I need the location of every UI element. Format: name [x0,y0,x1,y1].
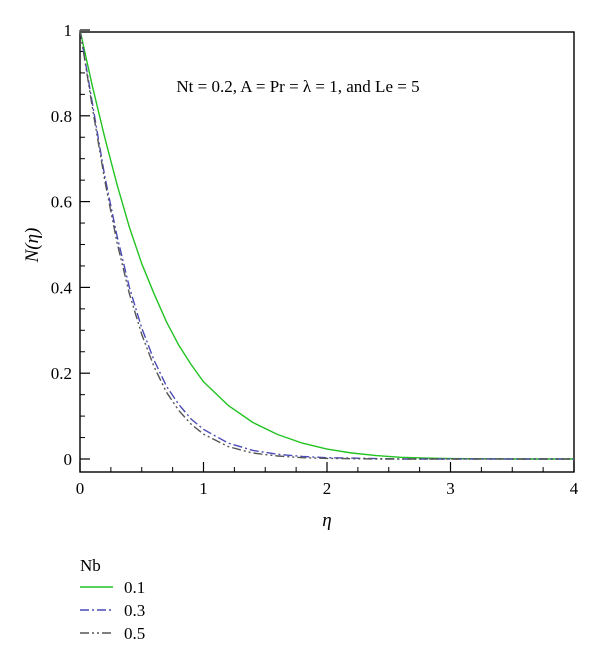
x-tick-label: 3 [446,479,455,498]
x-tick-label: 0 [76,479,85,498]
series-lines [79,29,574,460]
y-axis-title: N(η) [22,228,43,264]
plot-area [79,31,575,473]
x-tick-label: 1 [199,479,208,498]
y-tick-label: 0 [64,450,73,469]
legend-label: 0.5 [124,624,145,643]
y-tick-label: 0.6 [51,193,72,212]
legend-label: 0.3 [124,601,145,620]
series-line-nb-0-1 [79,29,574,460]
legend-label: 0.1 [124,578,145,597]
series-line-nb-0-5 [79,29,574,460]
x-tick-label: 4 [570,479,579,498]
y-tick-label: 0.8 [51,107,72,126]
y-tick-label: 0.4 [51,278,73,297]
y-tick-label: 1 [64,21,73,40]
x-axis-title: η [322,510,331,531]
chart-annotation: Nt = 0.2, A = Pr = λ = 1, and Le = 5 [176,77,419,96]
plot-frame [79,31,575,473]
y-tick-label: 0.2 [51,364,72,383]
axis-ticks: 0 1 2 3 4 0 0.2 0.4 0.6 0.8 1 [51,21,579,498]
legend: Nb 0.1 0.3 0.5 [80,556,145,643]
legend-title: Nb [80,556,101,575]
x-tick-label: 2 [323,479,332,498]
